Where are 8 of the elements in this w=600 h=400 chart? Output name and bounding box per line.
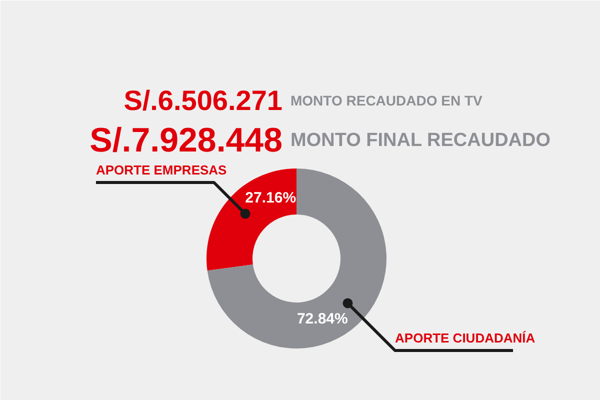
slice-label: APORTE EMPRESAS (96, 162, 228, 178)
text: S/.7.928.448 (90, 122, 282, 160)
text: MONTO RECAUDADO EN TV (290, 92, 484, 108)
text: MONTO FINAL RECAUDADO (290, 130, 551, 151)
text: S/.6.506.271 (124, 85, 283, 116)
data-label: 72.84% (296, 310, 348, 328)
data-label: 27.16% (245, 189, 296, 206)
slice-label: APORTE CIUDADANÍA (395, 330, 536, 346)
